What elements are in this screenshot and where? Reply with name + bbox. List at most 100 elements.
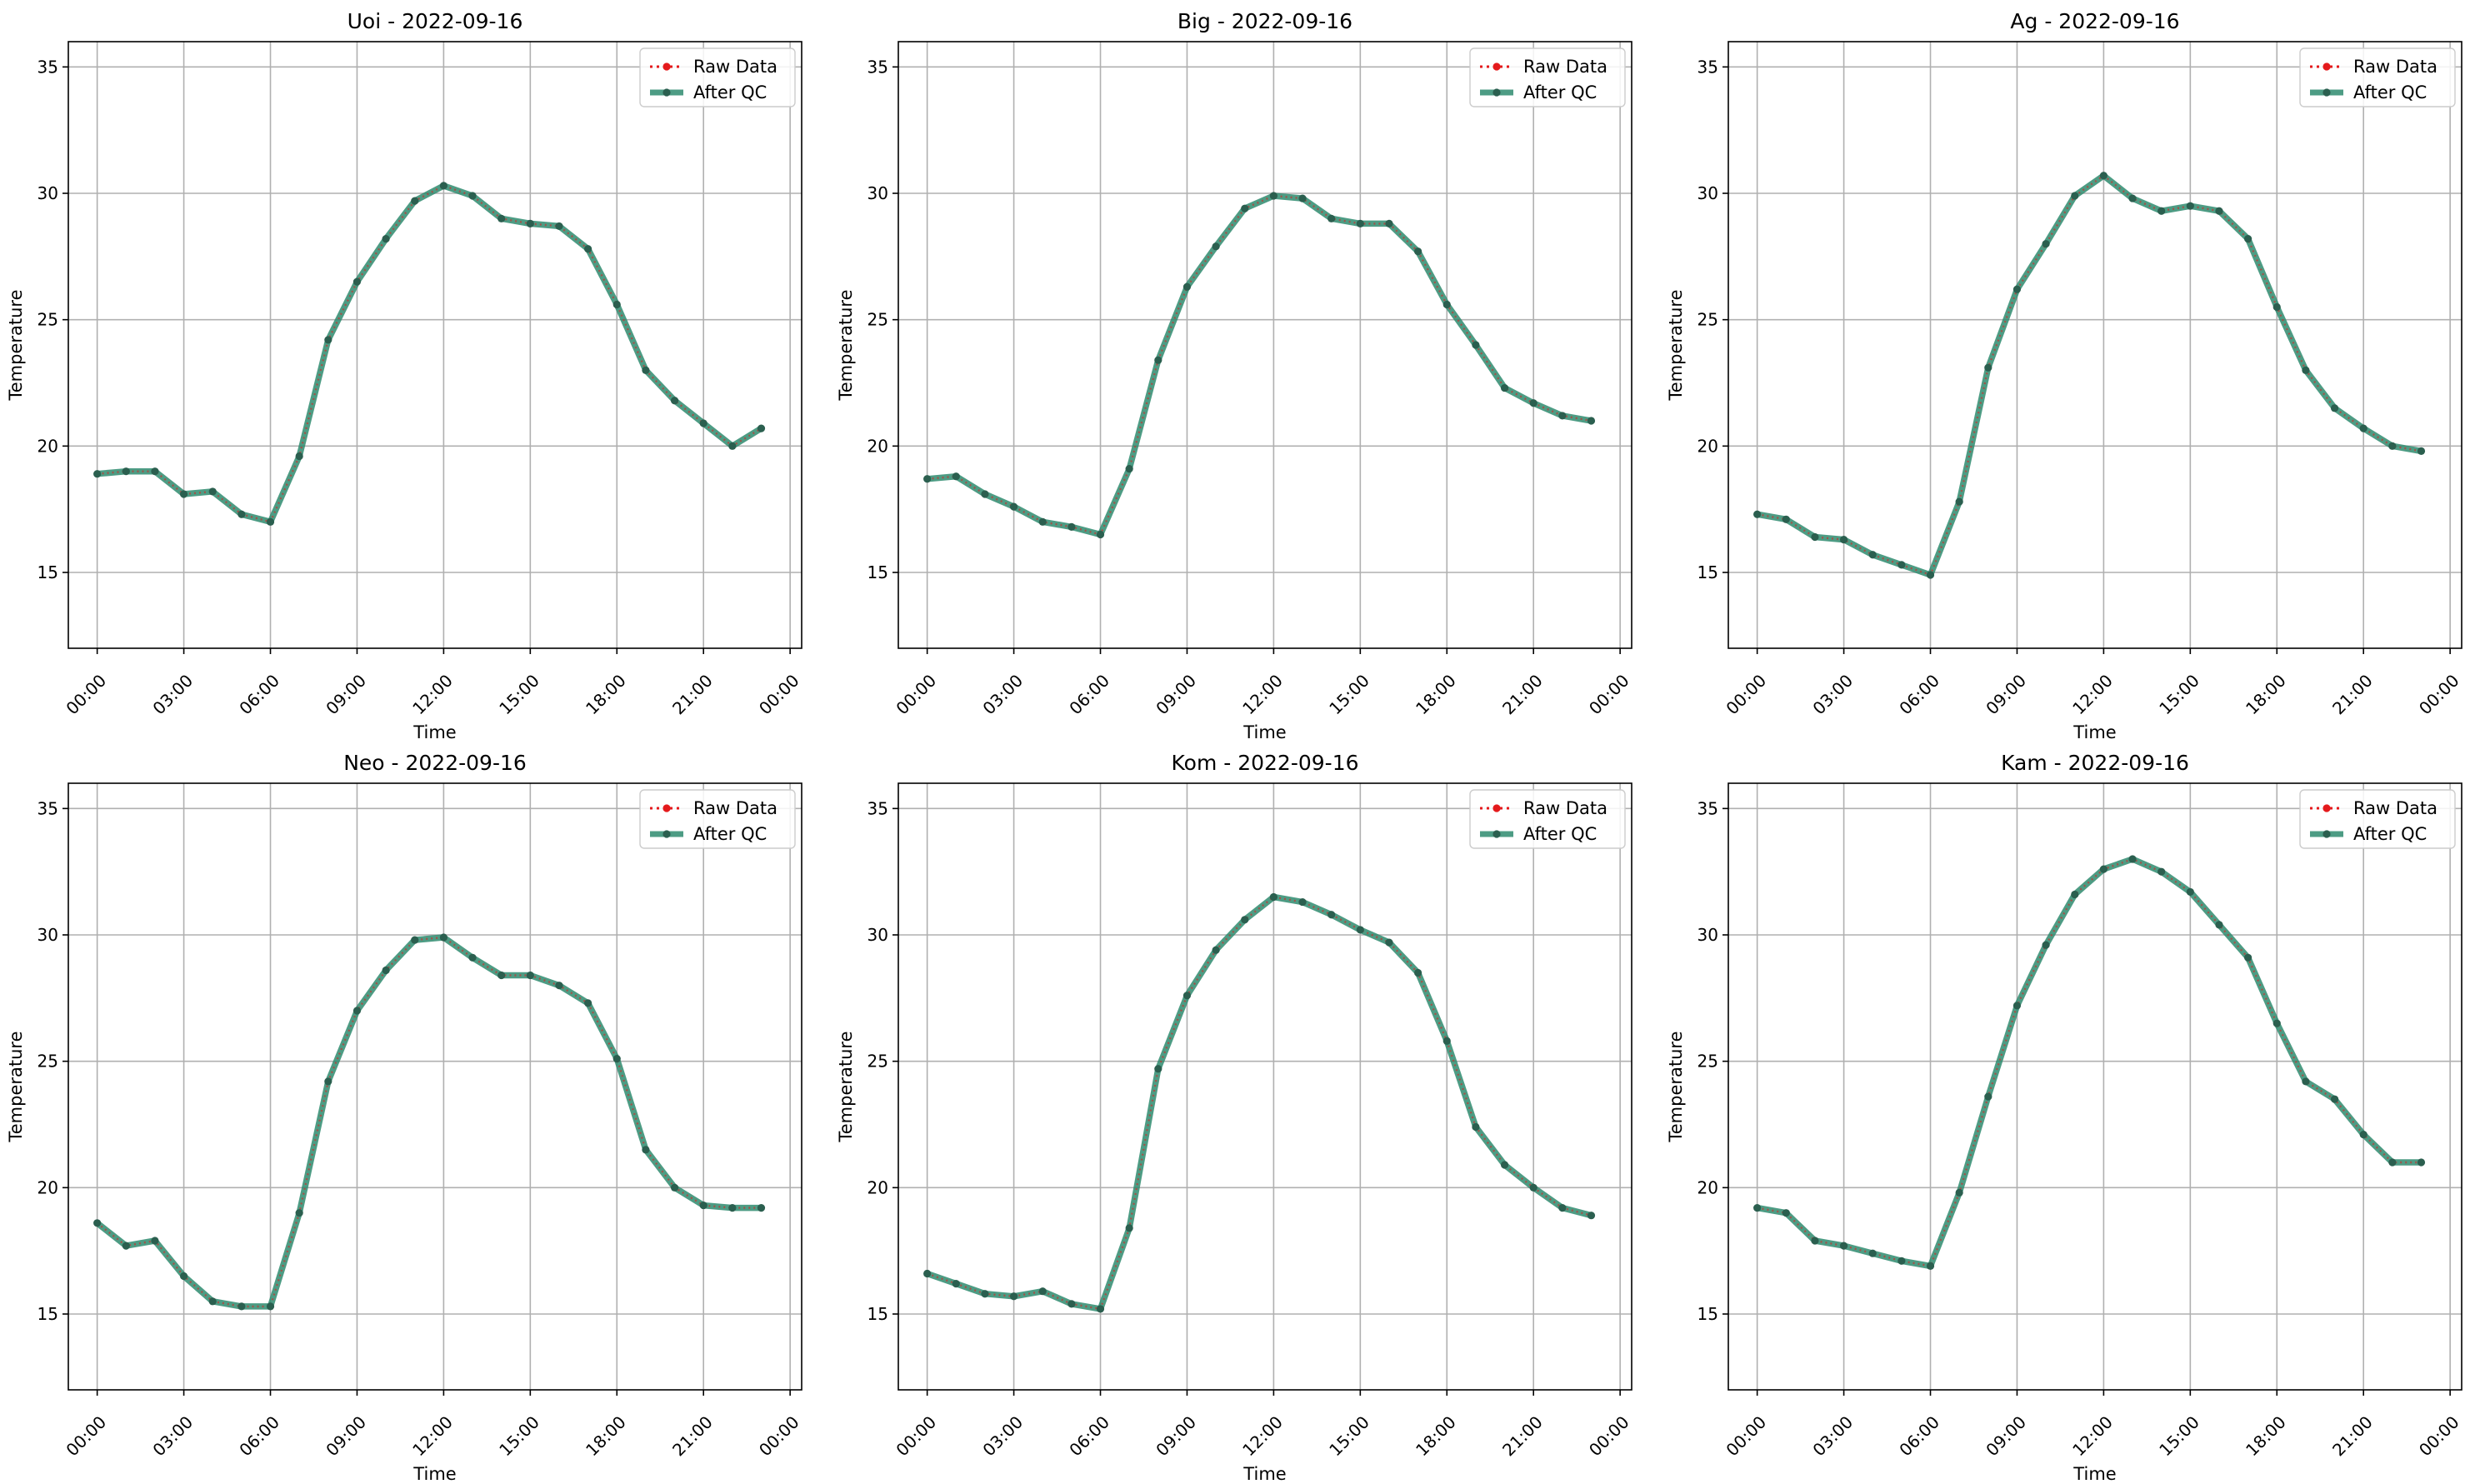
y-tick-label: 20 xyxy=(1698,436,1718,456)
y-tick-label: 15 xyxy=(868,562,888,582)
series-line-after-qc xyxy=(97,182,763,526)
y-tick-label: 15 xyxy=(1698,1304,1718,1324)
data-point xyxy=(1558,1204,1567,1212)
x-axis-label: Time xyxy=(1242,722,1286,742)
chart-title: Neo - 2022-09-16 xyxy=(343,751,527,775)
data-point xyxy=(2417,447,2426,456)
data-point xyxy=(1328,911,1336,919)
y-tick-label: 30 xyxy=(38,183,58,203)
data-point xyxy=(1269,892,1278,902)
y-tick-label: 15 xyxy=(868,1304,888,1324)
data-point xyxy=(439,933,448,942)
data-point xyxy=(1068,1300,1076,1308)
x-tick-label: 12:00 xyxy=(408,1412,457,1461)
data-point xyxy=(1839,1242,1848,1250)
x-tick-label: 00:00 xyxy=(892,671,940,719)
data-point xyxy=(179,490,188,498)
data-point xyxy=(1241,204,1249,212)
series-line-after-qc xyxy=(1756,172,2422,578)
series-line-raw-data xyxy=(96,936,762,1308)
data-point xyxy=(2272,302,2281,312)
data-point xyxy=(1154,356,1162,364)
x-tick-label: 03:00 xyxy=(148,1412,197,1461)
y-tick-label: 30 xyxy=(38,925,58,945)
data-point xyxy=(1385,219,1393,227)
legend-label-raw-data: Raw Data xyxy=(1523,798,1608,818)
y-tick-label: 15 xyxy=(38,1304,58,1324)
data-point xyxy=(1898,1257,1906,1265)
legend-label-after-qc: After QC xyxy=(1523,824,1597,844)
data-point xyxy=(468,192,477,200)
legend-marker-raw-data xyxy=(662,62,671,71)
data-point xyxy=(1984,1092,1992,1101)
data-point xyxy=(1442,1037,1451,1045)
x-axis-label: Time xyxy=(2072,1464,2116,1484)
data-point xyxy=(1298,897,1307,907)
data-point xyxy=(1414,968,1422,977)
data-point xyxy=(555,982,563,990)
x-tick-label: 15:00 xyxy=(495,1412,543,1461)
x-tick-label: 21:00 xyxy=(2328,1412,2377,1461)
data-point xyxy=(2128,855,2137,863)
legend-marker-after-qc xyxy=(662,830,671,838)
axes-frame xyxy=(68,41,802,649)
data-point xyxy=(584,999,592,1007)
data-point xyxy=(1811,1237,1819,1245)
data-point xyxy=(981,490,989,498)
x-tick-label: 06:00 xyxy=(1065,1412,1113,1461)
data-point xyxy=(1125,1224,1133,1232)
x-tick-label: 21:00 xyxy=(668,671,717,719)
axes-frame xyxy=(1728,782,2462,1391)
data-point xyxy=(1038,1287,1047,1296)
chart-title: Uoi - 2022-09-16 xyxy=(348,9,523,33)
x-tick-label: 12:00 xyxy=(1238,671,1287,719)
data-point xyxy=(324,1077,332,1086)
data-point xyxy=(2244,953,2252,962)
x-tick-label: 12:00 xyxy=(2068,671,2117,719)
x-tick-label: 09:00 xyxy=(1152,1412,1200,1461)
data-point xyxy=(93,1219,102,1227)
data-point xyxy=(1587,417,1596,425)
series-line-raw-data xyxy=(1757,857,2422,1267)
x-tick-label: 00:00 xyxy=(1585,671,1633,719)
data-point xyxy=(1096,1305,1105,1313)
series-line-raw-data xyxy=(97,184,762,523)
x-tick-label: 18:00 xyxy=(2242,671,2290,719)
data-point xyxy=(1898,561,1906,569)
data-point xyxy=(1385,938,1393,947)
legend: Raw Data After QC xyxy=(2299,789,2456,849)
data-point xyxy=(2099,172,2108,180)
legend-label-raw-data: Raw Data xyxy=(693,57,778,77)
legend-marker-raw-data xyxy=(1492,804,1501,812)
data-point xyxy=(1442,300,1451,309)
data-point xyxy=(498,214,506,222)
data-point xyxy=(1125,465,1133,473)
data-point xyxy=(2012,285,2022,293)
data-point xyxy=(208,1297,217,1306)
x-tick-label: 00:00 xyxy=(1585,1412,1633,1461)
y-tick-label: 15 xyxy=(38,562,58,582)
data-point xyxy=(1811,532,1819,542)
series-line-raw-data xyxy=(927,194,1592,536)
data-point xyxy=(1154,1065,1162,1073)
data-point xyxy=(670,1183,679,1192)
y-tick-label: 15 xyxy=(1698,562,1718,582)
data-point xyxy=(2042,941,2050,949)
data-point xyxy=(2302,1077,2310,1086)
x-tick-label: 18:00 xyxy=(2242,1412,2290,1461)
data-point xyxy=(352,1007,362,1015)
data-point xyxy=(122,467,130,476)
y-tick-label: 20 xyxy=(38,1177,58,1197)
data-point xyxy=(1241,916,1249,924)
data-point xyxy=(526,971,534,980)
chart-title: Ag - 2022-09-16 xyxy=(2010,9,2179,33)
y-axis-label: Temperature xyxy=(6,1031,26,1142)
data-point xyxy=(2042,240,2050,248)
data-point xyxy=(1955,1188,1963,1197)
data-point xyxy=(1529,399,1538,407)
subplot-4: 15 20 25 30 35 00:00 03:00 06:00 09:00 12:00 15:00… xyxy=(836,751,1633,1484)
data-point xyxy=(1587,1212,1596,1220)
data-point xyxy=(1269,192,1278,200)
data-point xyxy=(238,510,246,518)
legend-label-after-qc: After QC xyxy=(2353,82,2427,102)
